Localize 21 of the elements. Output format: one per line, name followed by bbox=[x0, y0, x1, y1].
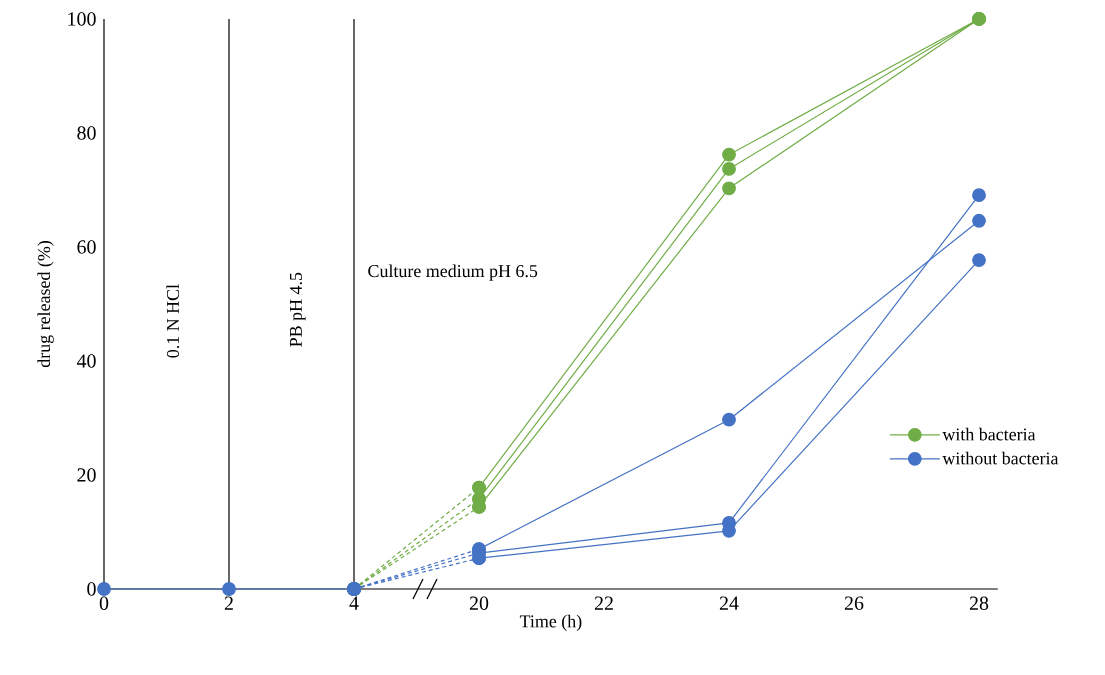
x-tick-label: 26 bbox=[844, 596, 864, 610]
y-tick-label: 0 bbox=[87, 582, 96, 596]
y-axis-title: drug released (%) bbox=[37, 241, 54, 368]
y-tick-label: 40 bbox=[76, 354, 96, 368]
x-tick-label: 24 bbox=[719, 596, 739, 610]
x-tick-label: 2 bbox=[224, 596, 233, 610]
y-tick-label: 80 bbox=[77, 126, 96, 140]
y-tick-label: 100 bbox=[68, 12, 96, 26]
x-tick-label: 4 bbox=[349, 596, 359, 610]
y-tick-label: 20 bbox=[77, 468, 96, 482]
annotation: 0.1 N HCl bbox=[166, 284, 180, 358]
x-tick-label: 28 bbox=[969, 596, 989, 610]
annotation: Culture medium pH 6.5 bbox=[368, 264, 538, 281]
legend-label: without bacteria bbox=[942, 451, 1059, 465]
annotation: PB pH 4.5 bbox=[289, 272, 306, 347]
x-tick-label: 20 bbox=[469, 596, 489, 610]
x-axis-title: Time (h) bbox=[519, 614, 582, 632]
x-tick-label: 0 bbox=[99, 596, 109, 610]
x-tick-label: 22 bbox=[594, 596, 613, 610]
legend-label: with bacteria bbox=[942, 427, 1036, 441]
y-tick-label: 60 bbox=[77, 240, 96, 254]
